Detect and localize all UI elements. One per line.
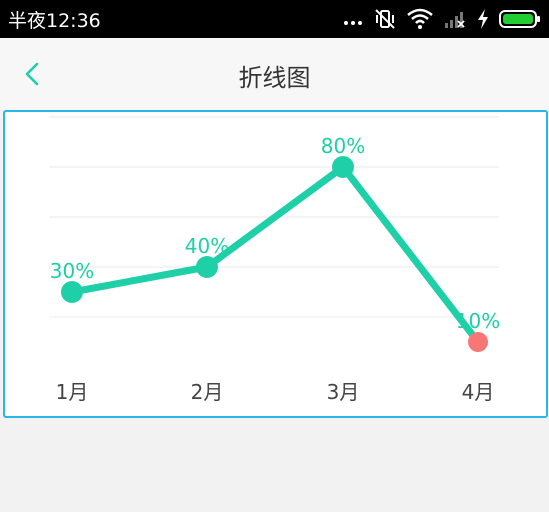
data-label: 10% [456, 309, 500, 333]
line-chart: 30% 40% 80% 10% 1月 2月 3月 4月 [49, 116, 500, 404]
data-point[interactable] [332, 156, 354, 178]
app-header: 折线图 [0, 38, 549, 110]
charging-bolt-icon [478, 9, 488, 29]
x-tick-label: 3月 [327, 380, 360, 404]
status-icons [343, 6, 541, 32]
data-label: 30% [50, 259, 94, 283]
back-button[interactable] [18, 58, 46, 90]
status-bar: 半夜12:36 [0, 0, 549, 38]
data-point[interactable] [196, 256, 218, 278]
series-line [68, 163, 482, 346]
chevron-left-icon [25, 62, 39, 86]
x-tick-label: 2月 [191, 380, 224, 404]
data-label: 80% [321, 134, 365, 158]
vibrate-off-icon [375, 9, 395, 29]
data-point[interactable] [61, 281, 83, 303]
line-chart-card: 30% 40% 80% 10% 1月 2月 3月 4月 [3, 110, 548, 418]
data-point[interactable] [468, 332, 488, 352]
battery-full-icon [499, 10, 540, 28]
more-dots-icon [344, 21, 362, 25]
data-label: 40% [185, 234, 229, 258]
bottom-area [0, 418, 549, 512]
x-tick-label: 4月 [462, 380, 495, 404]
wifi-icon [407, 8, 433, 29]
signal-off-icon [445, 12, 465, 28]
page-title: 折线图 [238, 64, 311, 92]
x-tick-label: 1月 [56, 380, 89, 404]
status-time: 半夜12:36 [8, 10, 101, 32]
